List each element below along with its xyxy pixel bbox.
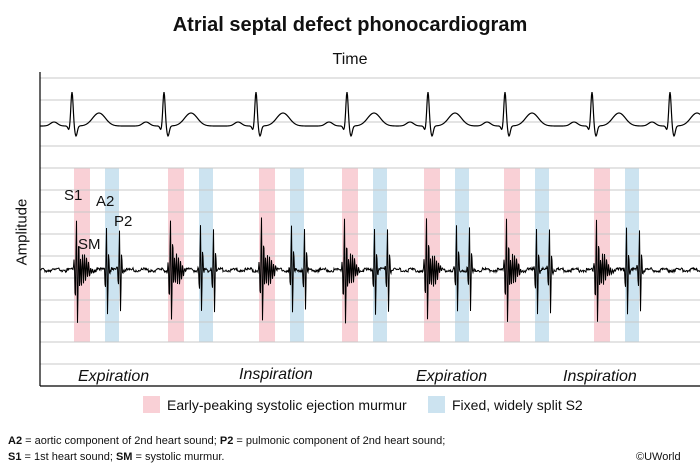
phonocardiogram-trace bbox=[39, 217, 700, 324]
legend-murmur-label: Early-peaking systolic ejection murmur bbox=[167, 397, 407, 413]
a2-label: A2 bbox=[96, 193, 115, 210]
highlight-bands bbox=[74, 168, 639, 342]
footnote-segment: SM bbox=[115, 451, 133, 463]
footnote-segment: = systolic murmur. bbox=[132, 451, 225, 463]
phase-label-expiration-1: Expiration bbox=[78, 368, 150, 385]
footnote-segment: S1 bbox=[8, 451, 22, 463]
legend-murmur-swatch bbox=[143, 396, 160, 413]
legend-s2-label: Fixed, widely split S2 bbox=[452, 397, 583, 413]
sm-label: SM bbox=[78, 236, 101, 253]
p2-label: P2 bbox=[114, 213, 133, 230]
footnote-segment: = 1st heart sound; bbox=[21, 451, 116, 463]
footnote-segment: = aortic component of 2nd heart sound; bbox=[22, 435, 220, 447]
phase-label-expiration-2: Expiration bbox=[416, 368, 488, 385]
figure-title: Atrial septal defect phonocardiogram bbox=[172, 14, 528, 36]
footnote-segment: A2 bbox=[8, 435, 23, 447]
time-axis-label: Time bbox=[332, 51, 368, 68]
footnote-segment: P2 bbox=[219, 435, 234, 447]
legend-s2-swatch bbox=[428, 396, 445, 413]
copyright-notice: ©UWorld bbox=[636, 451, 681, 463]
footnote-line-1: A2 = aortic component of 2nd heart sound… bbox=[8, 435, 445, 447]
phase-label-inspiration-2: Inspiration bbox=[563, 368, 637, 385]
phase-label-inspiration-1: Inspiration bbox=[239, 366, 313, 383]
ecg-trace bbox=[40, 92, 700, 138]
footnote-segment: = pulmonic component of 2nd heart sound; bbox=[233, 435, 446, 447]
footnote-line-2: S1 = 1st heart sound; SM = systolic murm… bbox=[8, 451, 224, 463]
s1-label: S1 bbox=[64, 187, 83, 204]
